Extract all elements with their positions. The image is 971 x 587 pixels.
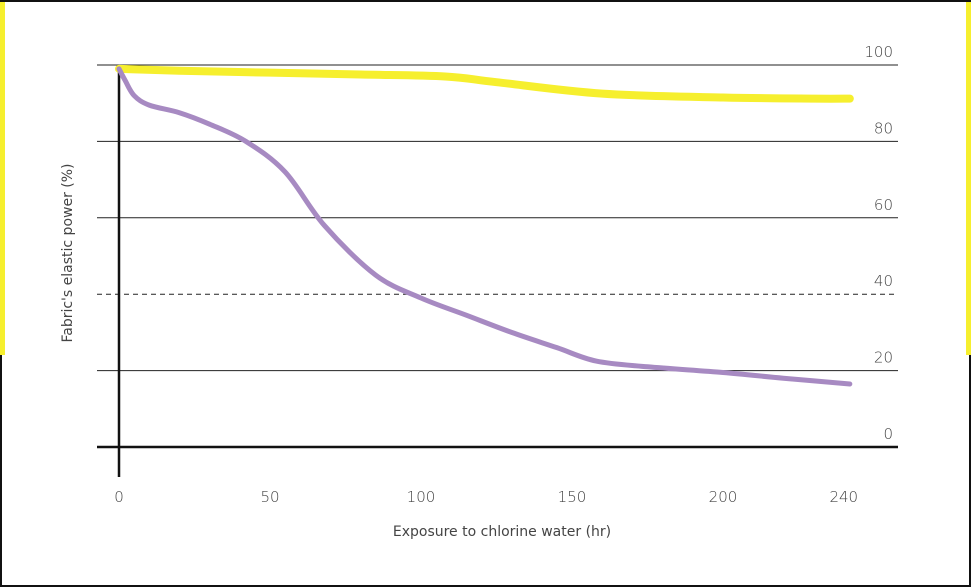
- x-tick-label-240: 240: [829, 488, 858, 506]
- purple-series-line: [116, 66, 853, 387]
- y-tick-label-100: 100: [864, 43, 893, 61]
- x-tick-label-100: 100: [407, 488, 436, 506]
- y-tick-label-20: 20: [874, 349, 893, 367]
- x-tick-labels: 0 50 100 150 200 240: [114, 488, 858, 506]
- x-tick-label-50: 50: [260, 488, 279, 506]
- y-axis-label: Fabric's elastic power (%): [60, 163, 76, 342]
- frame-border-left: [0, 355, 2, 587]
- y-tick-label-0: 0: [883, 425, 893, 443]
- series-lines: [115, 64, 854, 387]
- yellow-series-line: [115, 64, 854, 103]
- right-yellow-edge: [966, 0, 971, 355]
- left-yellow-edge: [0, 0, 5, 355]
- y-tick-label-60: 60: [874, 196, 893, 214]
- x-axis-label: Exposure to chlorine water (hr): [393, 524, 611, 540]
- gridlines: [97, 64, 898, 372]
- frame-border-right: [969, 355, 971, 587]
- y-tick-label-40: 40: [874, 272, 893, 290]
- x-tick-label-150: 150: [558, 488, 587, 506]
- frame-border-top: [0, 0, 971, 2]
- y-tick-label-80: 80: [874, 119, 893, 137]
- y-tick-labels: 0 20 40 60 80 100: [864, 43, 893, 443]
- frame-border-bottom: [0, 585, 971, 587]
- x-tick-label-0: 0: [114, 488, 124, 506]
- axes: [97, 65, 898, 477]
- x-tick-label-200: 200: [709, 488, 738, 506]
